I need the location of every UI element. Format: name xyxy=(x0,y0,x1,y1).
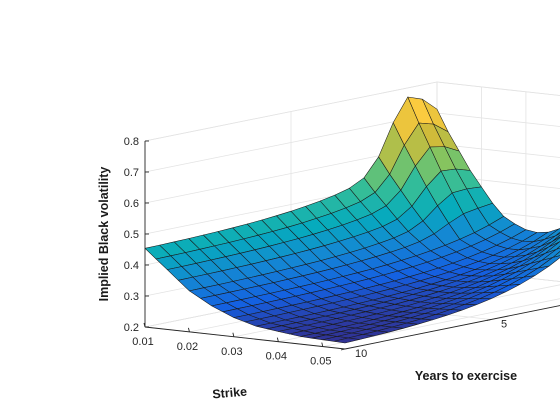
x-tick-label: 0.03 xyxy=(221,346,242,358)
x-gridline xyxy=(322,298,560,347)
tick-labels: 0.2 0.3 0.4 0.5 0.6 0.7 0.8 0.01 0.02 0.03 0.04 0.0… xyxy=(124,136,507,368)
z-tick-label: 0.4 xyxy=(124,260,139,272)
surface-patch xyxy=(551,234,560,242)
z-tick-label: 0.8 xyxy=(124,136,139,148)
z-tick-label: 0.7 xyxy=(124,167,139,179)
z-tick-label: 0.3 xyxy=(124,291,139,303)
x-tick-mark xyxy=(276,337,279,342)
z-tick-label: 0.6 xyxy=(124,198,139,210)
surface-patch xyxy=(552,251,560,258)
z-axis-label: Implied Black volatility xyxy=(97,167,111,302)
z-tick-label: 0.5 xyxy=(124,229,139,241)
y-tick-label: 10 xyxy=(355,348,367,360)
surface-patch xyxy=(556,245,560,250)
x-tick-mark xyxy=(232,332,235,337)
z-tick-label: 0.2 xyxy=(124,322,139,334)
surface-patches xyxy=(144,96,560,344)
x-tick-mark xyxy=(188,327,190,332)
y-tick-label: 5 xyxy=(501,319,507,331)
y-tick-mark xyxy=(340,348,346,351)
x-tick-label: 0.05 xyxy=(310,356,331,368)
y-axis-label: Years to exercise xyxy=(415,369,517,383)
x-tick-label: 0.04 xyxy=(266,351,287,363)
x-tick-label: 0.01 xyxy=(132,336,153,348)
surface-patch xyxy=(538,255,560,269)
surface-patch xyxy=(555,231,560,236)
x-axis-line xyxy=(144,326,346,350)
y-tick-mark xyxy=(486,319,492,321)
x-axis-label: Strike xyxy=(212,385,248,402)
x-tick-label: 0.02 xyxy=(177,341,198,353)
x-tick-mark xyxy=(143,322,146,328)
x-tick-mark xyxy=(321,342,324,347)
